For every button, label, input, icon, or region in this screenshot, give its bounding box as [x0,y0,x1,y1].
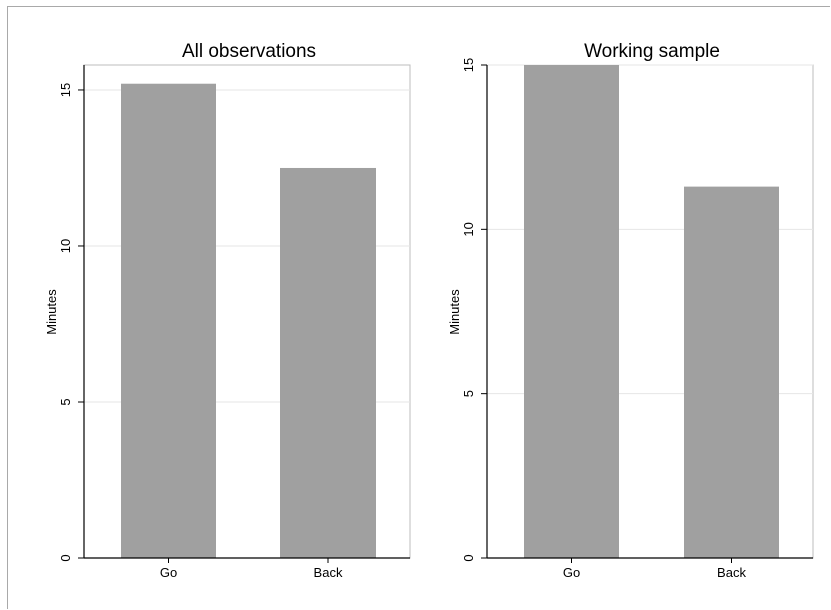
axes [78,65,410,563]
y-axis-label: Minutes [44,289,59,335]
bar-go [524,65,619,558]
axes [481,64,813,563]
tick-labels: 0 5 10 15 Go Back [461,58,746,580]
x-tick-label: Go [160,565,177,580]
x-tick-label: Back [717,565,746,580]
x-tick-label: Go [563,565,580,580]
y-tick-label: 5 [461,390,476,397]
y-tick-label: 5 [58,398,73,405]
bars [121,83,376,558]
panel-all-observations: All observations Minutes 0 5 10 15 Go Back [44,41,411,580]
x-tick-label: Back [314,565,343,580]
panel-title: Working sample [584,41,720,62]
panel-working-sample: Working sample Minutes 0 5 10 15 Go Back [447,41,814,580]
y-axis-label: Minutes [447,289,462,335]
bar-back [684,186,779,558]
bar-back [280,167,376,558]
panel-title: All observations [182,41,316,62]
y-tick-label: 10 [461,222,476,236]
bars [524,65,779,558]
y-tick-label: 0 [58,554,73,561]
y-tick-label: 15 [461,58,476,72]
tick-labels: 0 5 10 15 Go Back [58,83,343,580]
y-tick-label: 0 [461,554,476,561]
bar-go [121,83,216,558]
y-tick-label: 10 [58,239,73,253]
y-tick-label: 15 [58,83,73,97]
